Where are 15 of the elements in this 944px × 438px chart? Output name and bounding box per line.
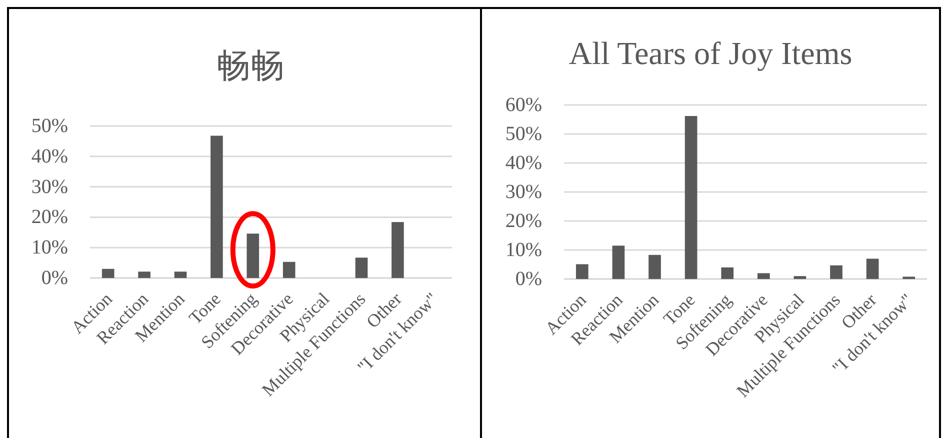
y-tick-label: 50% (31, 115, 68, 137)
y-tick-label: 0% (515, 268, 542, 290)
chart-title: 畅畅 (216, 48, 284, 85)
y-tick-label: 30% (31, 176, 68, 198)
y-tick-label: 20% (31, 206, 68, 228)
y-tick-label: 10% (505, 239, 542, 261)
chart-title: All Tears of Joy Items (568, 35, 852, 71)
y-tick-label: 40% (31, 145, 68, 168)
y-tick-label: 50% (505, 123, 542, 145)
y-tick-label: 40% (505, 152, 542, 174)
y-tick-label: 30% (505, 181, 542, 203)
y-tick-label: 60% (505, 94, 542, 116)
y-tick-label: 10% (31, 236, 68, 259)
y-tick-label: 0% (41, 267, 68, 289)
y-tick-label: 20% (505, 210, 542, 232)
